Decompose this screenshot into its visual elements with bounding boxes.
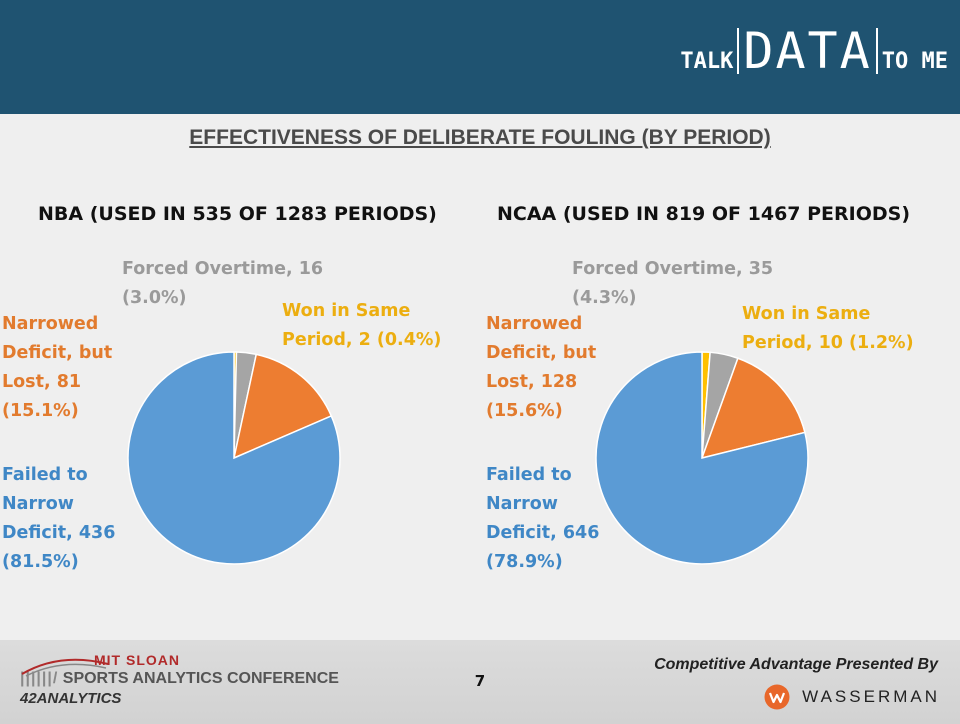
wasserman-icon xyxy=(764,684,790,710)
brand-to-me: TO ME xyxy=(881,49,948,74)
label-line: Deficit, but xyxy=(2,343,113,363)
ncaa-chart-title: NCAA (USED IN 819 OF 1467 PERIODS) xyxy=(497,203,911,225)
label-line: (81.5%) xyxy=(2,552,79,572)
sponsor-text: Competitive Advantage Presented By xyxy=(654,656,938,673)
talk-data-to-me-logo: TALK DATA TO ME xyxy=(680,26,948,76)
nba-label-narrowed: Narrowed Deficit, but Lost, 81 (15.1%) xyxy=(2,310,112,426)
slide-title: EFFECTIVENESS OF DELIBERATE FOULING (BY … xyxy=(189,126,771,149)
pie-slice-narrowed xyxy=(232,353,333,460)
label-line: Lost, 128 xyxy=(486,372,578,392)
ncaa-pie-chart xyxy=(595,351,809,565)
footer-bar xyxy=(0,640,960,724)
label-line: (15.6%) xyxy=(486,401,563,421)
label-line: Narrowed xyxy=(2,314,99,334)
page-number: 7 xyxy=(474,672,486,690)
label-line: Narrow xyxy=(2,494,74,514)
mit-sloan-logo: MIT SLOAN ||||||/ SPORTS ANALYTICS CONFE… xyxy=(20,652,339,707)
label-line: Narrow xyxy=(486,494,558,514)
label-line: Narrowed xyxy=(486,314,583,334)
pie-slice-failed xyxy=(595,351,809,565)
label-line: Deficit, 436 xyxy=(2,523,116,543)
label-line: Failed to xyxy=(2,465,88,485)
brand-talk: TALK xyxy=(680,49,734,74)
pie-slice-failed xyxy=(127,351,341,565)
brand-data: DATA xyxy=(737,26,878,76)
label-line: Deficit, 646 xyxy=(486,523,600,543)
label-line: Period, 2 (0.4%) xyxy=(282,330,442,350)
label-line: Won in Same xyxy=(282,301,411,321)
label-line: Won in Same xyxy=(742,304,871,324)
nba-label-won: Won in Same Period, 2 (0.4%) xyxy=(282,297,441,355)
ncaa-label-won: Won in Same Period, 10 (1.2%) xyxy=(742,300,914,358)
nba-chart-title: NBA (USED IN 535 OF 1283 PERIODS) xyxy=(38,203,437,225)
wasserman-logo: WASSERMAN xyxy=(764,684,940,710)
nba-label-overtime: Forced Overtime, 16 (3.0%) xyxy=(122,255,323,313)
conference-name: SPORTS ANALYTICS CONFERENCE xyxy=(62,670,339,687)
nba-pie-chart xyxy=(127,351,341,565)
label-line: Failed to xyxy=(486,465,572,485)
label-line: (78.9%) xyxy=(486,552,563,572)
pie-slice-narrowed xyxy=(700,357,806,460)
label-line: Forced Overtime, 16 xyxy=(122,259,324,279)
label-line: Period, 10 (1.2%) xyxy=(742,333,914,353)
ncaa-label-overtime: Forced Overtime, 35 (4.3%) xyxy=(572,255,773,313)
sponsor-name: WASSERMAN xyxy=(802,687,940,706)
conference-line1: MIT SLOAN xyxy=(94,652,180,668)
label-line: (4.3%) xyxy=(572,288,637,308)
label-line: Forced Overtime, 35 xyxy=(572,259,774,279)
ncaa-label-narrowed: Narrowed Deficit, but Lost, 128 (15.6%) xyxy=(486,310,596,426)
swoosh-icon xyxy=(21,658,109,677)
label-line: Lost, 81 xyxy=(2,372,82,392)
header-bar: TALK DATA TO ME xyxy=(0,0,960,114)
ncaa-label-failed: Failed to Narrow Deficit, 646 (78.9%) xyxy=(486,461,599,577)
label-line: (15.1%) xyxy=(2,401,79,421)
nba-label-failed: Failed to Narrow Deficit, 436 (81.5%) xyxy=(2,461,115,577)
analytics-logo: 42ANALYTICS xyxy=(20,690,122,707)
label-line: Deficit, but xyxy=(486,343,597,363)
label-line: (3.0%) xyxy=(122,288,187,308)
